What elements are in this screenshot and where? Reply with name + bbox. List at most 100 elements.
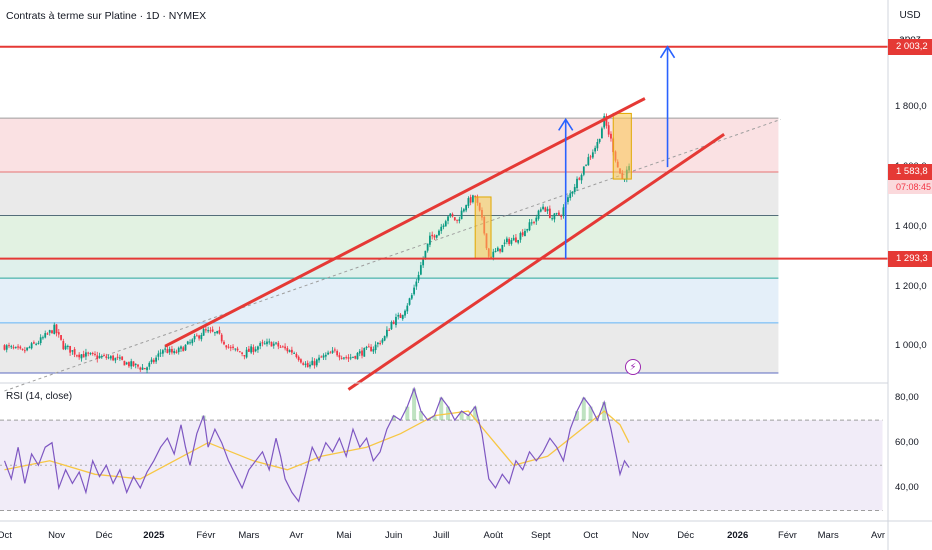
price-tick-label: 1 800,0 [895, 101, 927, 113]
candle-body [252, 347, 255, 353]
price-label-badge[interactable]: 2 003,2 [888, 38, 932, 55]
candle-body [499, 248, 501, 252]
candle-body [383, 336, 386, 341]
candle-body [137, 364, 139, 367]
candle-body [519, 233, 522, 240]
candle-body [354, 356, 357, 359]
candle-body [112, 355, 114, 361]
candle-body [275, 342, 277, 344]
candle-body [601, 128, 603, 139]
candle-body [596, 142, 599, 149]
candle-body [28, 347, 31, 349]
candle-body [87, 352, 90, 354]
candle-body [320, 356, 323, 358]
candle-body [306, 362, 309, 368]
candle-body [336, 351, 339, 356]
candle-body [270, 342, 273, 347]
time-tick-label: Mars [817, 530, 839, 541]
candle-body [582, 166, 585, 175]
candle-body [381, 339, 384, 343]
candle-body [492, 251, 495, 258]
price-tick-label: 1 200,0 [895, 280, 927, 292]
candle-body [327, 352, 329, 355]
candle-body [460, 210, 463, 220]
candle-body [168, 348, 171, 353]
time-tick-label: Déc [95, 530, 113, 541]
candle-body [356, 352, 359, 360]
candle-body [152, 359, 155, 363]
flash-event-icon[interactable]: ⚡ [625, 359, 641, 375]
candle-body [295, 354, 298, 358]
candle-body [576, 178, 578, 189]
candle-body [198, 335, 200, 339]
candle-body [236, 348, 239, 351]
candle-body [324, 354, 327, 357]
candle-body [349, 357, 352, 359]
currency-label[interactable]: USD [899, 10, 921, 21]
candle-body [363, 348, 366, 357]
candle-body [62, 341, 65, 350]
price-label-badge[interactable]: 1 293,3 [888, 250, 932, 267]
candle-body [555, 213, 558, 215]
fib-zone [0, 118, 779, 172]
time-tick-label: Sept [531, 530, 551, 541]
candle-body [254, 349, 257, 352]
candle-body [417, 274, 420, 281]
candle-body [161, 350, 164, 354]
candle-body [605, 115, 608, 126]
candle-body [304, 363, 307, 365]
candle-body [528, 222, 531, 231]
candle-body [130, 361, 133, 367]
candle-body [128, 362, 130, 367]
candle-body [132, 361, 135, 367]
candle-body [340, 357, 343, 359]
candle-body [55, 324, 58, 334]
time-tick-label: Mai [336, 530, 352, 541]
candle-body [462, 209, 465, 212]
candle-body [159, 352, 162, 354]
candle-body [272, 343, 275, 346]
candle-body [279, 346, 282, 348]
candle-body [562, 207, 565, 216]
candle-body [399, 314, 402, 318]
candle-body [191, 339, 194, 344]
candle-body [571, 191, 574, 194]
candle-body [503, 242, 506, 244]
candle-body [218, 330, 221, 334]
candle-body [367, 346, 370, 348]
candle-body [75, 355, 78, 357]
candle-body [331, 350, 334, 353]
candle-body [259, 343, 262, 347]
candle-body [585, 164, 587, 166]
candle-body [415, 281, 418, 287]
candle-body [406, 305, 409, 312]
candle-body [220, 334, 223, 342]
candle-body [544, 207, 547, 212]
candle-body [229, 347, 232, 349]
time-tick-label: Avr [870, 530, 886, 541]
candle-body [578, 178, 581, 180]
candle-body [96, 355, 99, 359]
candle-body [281, 346, 284, 348]
candle-body [263, 343, 266, 345]
price-label-badge[interactable]: 1 583,8 [888, 163, 932, 180]
candle-body [603, 116, 606, 128]
candle-body [537, 210, 540, 219]
candle-body [171, 349, 173, 353]
candle-body [379, 343, 382, 345]
candle-body [505, 238, 508, 243]
candle-body [422, 259, 425, 266]
time-tick-label: Nov [631, 530, 649, 541]
candle-body [444, 221, 447, 227]
candle-body [451, 214, 454, 217]
candle-body [21, 348, 24, 350]
channel-lower-line [347, 133, 725, 391]
candle-body [580, 175, 583, 181]
candle-body [98, 356, 101, 359]
candle-body [413, 287, 415, 295]
candle-body [207, 330, 210, 332]
time-tick-label: 2025 [143, 530, 165, 541]
candle-body [458, 219, 461, 221]
candle-body [238, 351, 241, 353]
